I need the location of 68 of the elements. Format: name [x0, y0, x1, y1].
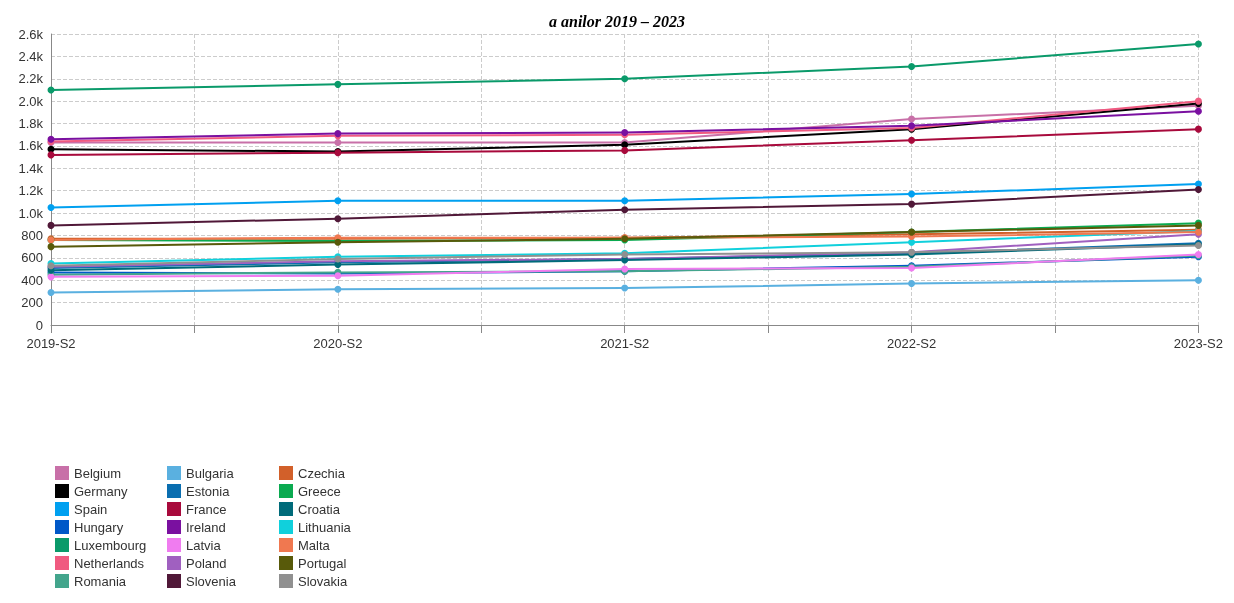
point	[1194, 40, 1202, 48]
chart-title: a anilor 2019 – 2023	[548, 12, 686, 30]
y-tick-label: 600	[21, 250, 43, 266]
point	[1194, 180, 1202, 188]
point	[908, 136, 916, 144]
y-tick-label: 200	[21, 295, 43, 311]
legend-label: Poland	[186, 555, 227, 571]
point	[47, 243, 55, 251]
point	[47, 289, 55, 297]
x-tick-label: 2019-S2	[26, 336, 76, 351]
point	[908, 200, 916, 208]
legend-label: Hungary	[74, 519, 124, 535]
legend-label: Belgium	[74, 465, 121, 481]
point	[908, 62, 916, 70]
y-tick-label: 800	[21, 227, 43, 243]
y-tick-label: 400	[21, 272, 43, 288]
legend-label: Estonia	[186, 483, 231, 499]
legend-label: Romania	[74, 573, 127, 589]
point	[908, 115, 916, 123]
y-tick-label: 1.0k	[18, 205, 44, 221]
y-tick-label: 2.4k	[18, 48, 44, 64]
legend-label: Slovakia	[298, 573, 348, 589]
x-tick-label: 2020-S2	[313, 336, 363, 351]
legend-label: Latvia	[186, 537, 222, 553]
legend-label: Portugal	[298, 555, 347, 571]
legend-label: Malta	[298, 537, 331, 553]
point	[47, 203, 55, 211]
point	[334, 80, 342, 88]
point	[1194, 125, 1202, 133]
point	[1194, 276, 1202, 284]
point	[1194, 107, 1202, 115]
x-tick-label: 2023-S2	[1173, 336, 1223, 351]
legend-label: Lithuania	[298, 519, 352, 535]
y-tick-label: 1.4k	[18, 160, 44, 176]
point	[621, 197, 629, 205]
legend-label: Ireland	[186, 519, 226, 535]
legend-label: Spain	[74, 501, 108, 517]
legend-label: Luxembourg	[74, 537, 147, 553]
point	[47, 221, 55, 229]
point	[621, 206, 629, 214]
point	[334, 139, 342, 147]
point	[334, 215, 342, 223]
x-tick-label: 2021-S2	[600, 336, 650, 351]
y-tick-label: 1.8k	[18, 116, 44, 132]
point	[621, 284, 629, 292]
y-tick-label: 2.0k	[18, 93, 44, 109]
y-tick-label: 1.2k	[18, 183, 44, 199]
point	[334, 197, 342, 205]
legend-label: Greece	[298, 483, 341, 499]
point	[908, 238, 916, 246]
legend-label: Croatia	[298, 501, 341, 517]
point	[621, 75, 629, 83]
y-tick-label: 2.2k	[18, 71, 44, 87]
legend-label: Slovenia	[186, 573, 237, 589]
legend-label: Bulgaria	[186, 465, 235, 481]
point	[621, 146, 629, 154]
legend-label: Netherlands	[74, 555, 145, 571]
y-tick-label: 2.6k	[18, 26, 44, 42]
legend-label: France	[186, 501, 227, 517]
legend-label: Germany	[74, 483, 128, 499]
y-tick-label: 1.6k	[18, 138, 44, 154]
legend-label: Czechia	[298, 465, 346, 481]
point	[908, 190, 916, 198]
point	[1194, 186, 1202, 194]
point	[334, 285, 342, 293]
x-tick-label: 2022-S2	[886, 336, 937, 351]
point	[908, 280, 916, 288]
y-tick-label: 0	[35, 317, 43, 333]
